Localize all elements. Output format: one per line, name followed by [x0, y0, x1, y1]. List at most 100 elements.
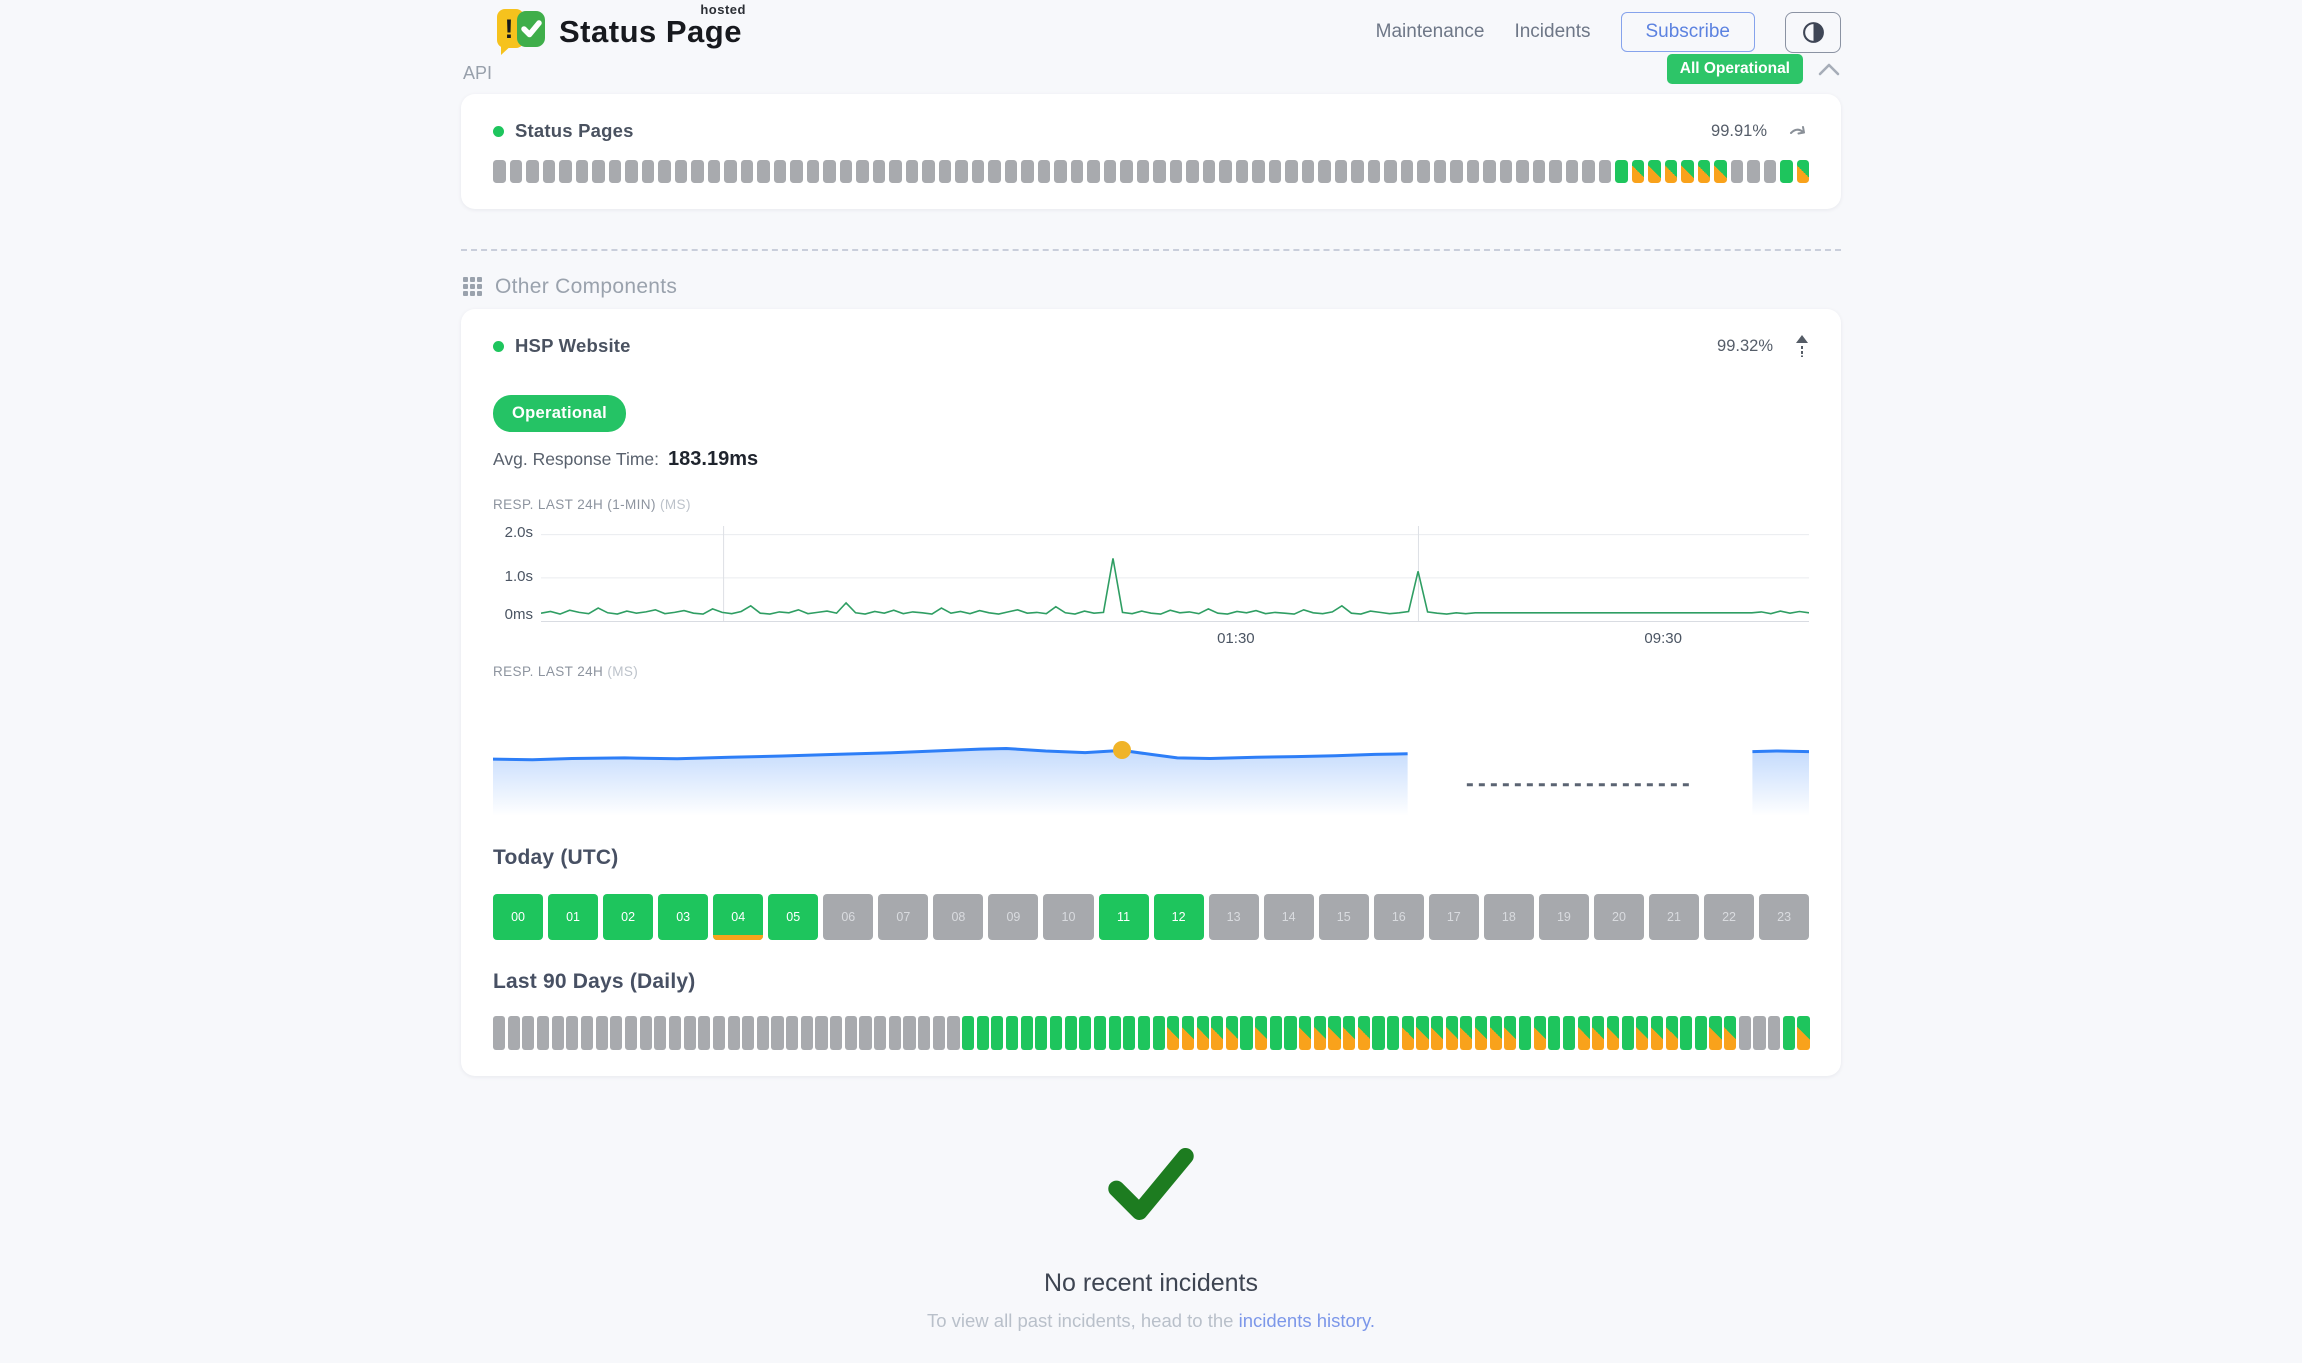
uptime-day-block[interactable] [1592, 1016, 1605, 1050]
uptime-day-block[interactable] [1636, 1016, 1649, 1050]
uptime-day-block[interactable] [938, 160, 951, 183]
theme-toggle-button[interactable] [1785, 11, 1841, 53]
uptime-day-block[interactable] [971, 160, 984, 183]
uptime-day-block[interactable] [1763, 160, 1776, 183]
uptime-day-block[interactable] [955, 160, 968, 183]
uptime-day-block[interactable] [1796, 160, 1809, 183]
uptime-day-block[interactable] [844, 1016, 857, 1050]
uptime-day-block[interactable] [559, 160, 572, 183]
uptime-day-block[interactable] [1240, 1016, 1253, 1050]
uptime-day-block[interactable] [1152, 1016, 1165, 1050]
uptime-day-block[interactable] [580, 1016, 594, 1050]
nav-incidents[interactable]: Incidents [1514, 21, 1591, 42]
uptime-day-block[interactable] [1709, 1016, 1722, 1050]
uptime-day-block[interactable] [839, 160, 852, 183]
collapse-up-arrow-icon[interactable] [1795, 335, 1809, 357]
uptime-day-block[interactable] [1577, 1016, 1590, 1050]
nav-maintenance[interactable]: Maintenance [1375, 21, 1485, 42]
uptime-day-block[interactable] [658, 160, 671, 183]
refresh-icon[interactable] [1789, 123, 1809, 139]
subscribe-button[interactable]: Subscribe [1620, 12, 1755, 52]
uptime-day-block[interactable] [1136, 160, 1149, 183]
uptime-day-block[interactable] [1357, 1016, 1370, 1050]
uptime-day-block[interactable] [1049, 1016, 1063, 1050]
hour-block-21[interactable]: 21 [1648, 894, 1700, 940]
uptime-day-block[interactable] [1020, 1016, 1033, 1050]
uptime-day-block[interactable] [610, 1016, 623, 1050]
uptime-day-block[interactable] [1532, 160, 1545, 183]
hour-block-04[interactable]: 04 [713, 894, 764, 940]
incidents-history-link[interactable]: incidents history. [1238, 1310, 1376, 1331]
uptime-day-block[interactable] [1318, 160, 1331, 183]
chevron-up-icon[interactable] [1817, 61, 1841, 77]
uptime-day-block[interactable] [1108, 1016, 1121, 1050]
uptime-day-block[interactable] [641, 160, 654, 183]
response-chart-24h-detailed[interactable]: 2.0s 1.0s 0ms 01:30 09:30 [493, 524, 1809, 652]
uptime-day-block[interactable] [1123, 1016, 1136, 1050]
uptime-day-block[interactable] [773, 160, 786, 183]
uptime-day-block[interactable] [962, 1016, 975, 1050]
uptime-day-block[interactable] [1284, 1016, 1297, 1050]
uptime-day-block[interactable] [786, 1016, 799, 1050]
uptime-day-block[interactable] [1664, 160, 1677, 183]
uptime-day-block[interactable] [1780, 160, 1793, 183]
uptime-day-block[interactable] [1631, 160, 1644, 183]
uptime-day-block[interactable] [1167, 1016, 1180, 1050]
hour-block-22[interactable]: 22 [1704, 894, 1755, 940]
uptime-day-block[interactable] [575, 160, 588, 183]
uptime-day-block[interactable] [1153, 160, 1166, 183]
uptime-day-block[interactable] [592, 160, 605, 183]
uptime-day-block[interactable] [1087, 160, 1100, 183]
uptime-day-block[interactable] [932, 1016, 945, 1050]
hour-block-01[interactable]: 01 [548, 894, 599, 940]
uptime-day-block[interactable] [691, 160, 704, 183]
uptime-day-block[interactable] [1343, 1016, 1356, 1050]
uptime-day-block[interactable] [1103, 160, 1116, 183]
uptime-day-block[interactable] [1169, 160, 1182, 183]
uptime-day-block[interactable] [1504, 1016, 1517, 1050]
uptime-day-block[interactable] [1747, 160, 1760, 183]
uptime-day-block[interactable] [724, 160, 737, 183]
uptime-day-block[interactable] [1450, 160, 1463, 183]
hour-block-06[interactable]: 06 [823, 894, 874, 940]
uptime-day-block[interactable] [712, 1016, 725, 1050]
uptime-day-block[interactable] [889, 160, 902, 183]
hour-block-07[interactable]: 07 [878, 894, 929, 940]
uptime-day-block[interactable] [1255, 1016, 1268, 1050]
uptime-day-block[interactable] [1334, 160, 1347, 183]
uptime-day-block[interactable] [624, 1016, 638, 1050]
hour-block-17[interactable]: 17 [1428, 894, 1479, 940]
uptime-day-block[interactable] [1299, 1016, 1312, 1050]
uptime-day-block[interactable] [1768, 1016, 1781, 1050]
hour-block-03[interactable]: 03 [658, 894, 709, 940]
uptime-day-block[interactable] [1466, 160, 1479, 183]
uptime-day-block[interactable] [872, 160, 885, 183]
uptime-day-block[interactable] [1445, 1016, 1458, 1050]
uptime-day-block[interactable] [654, 1016, 667, 1050]
uptime-day-block[interactable] [1400, 160, 1413, 183]
hour-block-20[interactable]: 20 [1593, 894, 1644, 940]
uptime-day-block[interactable] [800, 1016, 813, 1050]
hour-block-09[interactable]: 09 [988, 894, 1039, 940]
uptime-day-block[interactable] [1268, 160, 1281, 183]
uptime-day-block[interactable] [1202, 160, 1215, 183]
uptime-day-block[interactable] [1372, 1016, 1385, 1050]
chart2-marker[interactable] [1113, 741, 1132, 760]
uptime-day-block[interactable] [815, 1016, 828, 1050]
hour-block-00[interactable]: 00 [493, 894, 544, 940]
uptime-day-block[interactable] [1384, 160, 1397, 183]
uptime-day-block[interactable] [1301, 160, 1314, 183]
uptime-day-block[interactable] [1460, 1016, 1473, 1050]
uptime-day-block[interactable] [1474, 1016, 1488, 1050]
hour-block-08[interactable]: 08 [933, 894, 984, 940]
uptime-day-block[interactable] [1499, 160, 1512, 183]
uptime-day-block[interactable] [1035, 1016, 1048, 1050]
uptime-day-block[interactable] [536, 1016, 550, 1050]
uptime-day-block[interactable] [757, 160, 770, 183]
hour-block-19[interactable]: 19 [1538, 894, 1589, 940]
uptime-day-block[interactable] [1724, 1016, 1737, 1050]
uptime-day-block[interactable] [668, 1016, 682, 1050]
uptime-day-block[interactable] [509, 160, 522, 183]
uptime-day-block[interactable] [740, 160, 753, 183]
uptime-day-block[interactable] [1714, 160, 1727, 183]
